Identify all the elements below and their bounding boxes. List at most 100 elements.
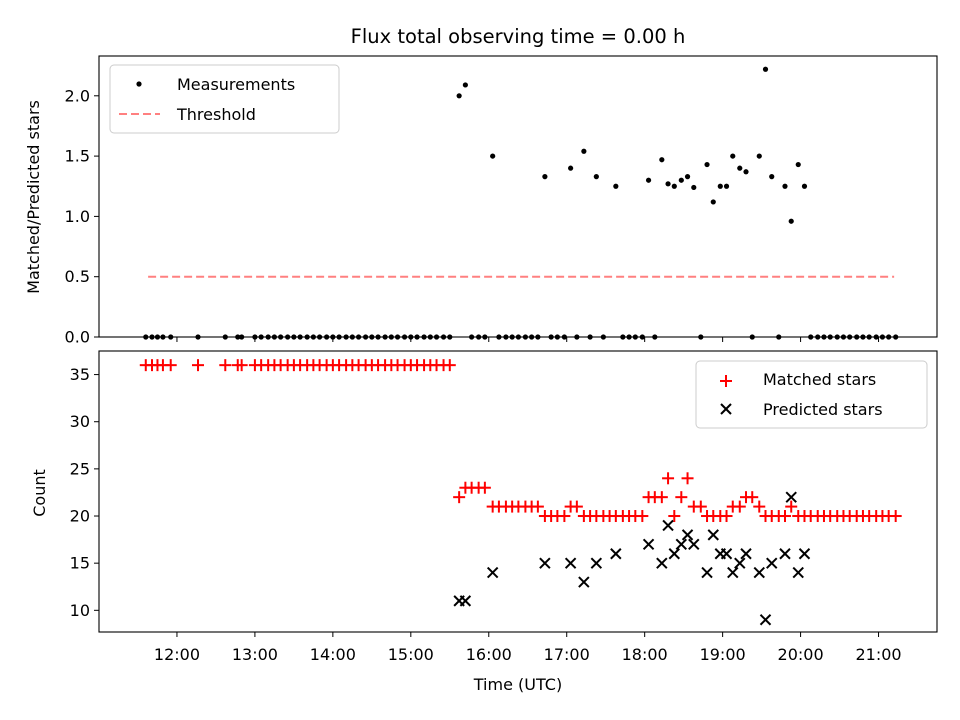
legend-measurements-marker: [136, 81, 142, 87]
predicted-star-point: [740, 548, 752, 560]
bottom-ytick-label: 30: [70, 412, 90, 431]
bottom-xtick-label: 21:00: [855, 645, 901, 664]
matched-star-point: [668, 510, 681, 523]
predicted-star-point: [766, 557, 778, 569]
matched-star-point: [636, 510, 649, 523]
chart-title: Flux total observing time = 0.00 h: [351, 25, 686, 48]
matched-star-point: [889, 510, 902, 523]
matched-star-point: [733, 500, 746, 513]
measurement-point: [782, 183, 788, 189]
matched-star-point: [720, 510, 733, 523]
matched-star-point: [778, 510, 791, 523]
predicted-star-point: [675, 538, 688, 551]
measurement-point: [710, 199, 716, 205]
predicted-star-point: [590, 557, 603, 569]
top-frame: [98, 55, 938, 338]
top-ytick-label: 1.0: [65, 207, 90, 226]
bottom-ytick-label: 25: [70, 459, 90, 478]
top-ytick-label: 2.0: [65, 86, 90, 105]
predicted-star-point: [564, 557, 577, 569]
measurement-point: [645, 177, 652, 183]
bottom-xtick-label: 19:00: [700, 645, 746, 664]
measurement-point: [762, 66, 769, 72]
measurement-point: [593, 174, 599, 180]
measurement-point: [730, 153, 736, 159]
predicted-star-point: [707, 529, 719, 541]
matched-star-point: [662, 472, 675, 485]
measurement-point: [691, 184, 697, 191]
predicted-star-point: [759, 614, 772, 626]
matched-star-point: [443, 359, 456, 372]
top-legend: Measurements Threshold: [109, 64, 340, 134]
bottom-xtick-label: 13:00: [232, 645, 278, 664]
measurement-point: [659, 157, 665, 163]
bottom-frame: [98, 350, 938, 633]
predicted-star-point: [779, 548, 791, 560]
measurement-point: [613, 183, 619, 189]
top-ytick-label: 0.5: [65, 267, 90, 286]
predicted-star-point: [662, 519, 674, 532]
matched-star-point: [453, 491, 466, 504]
predicted-star-point: [785, 491, 797, 503]
measurement-point: [581, 148, 587, 154]
predicted-star-point: [642, 538, 655, 551]
bottom-y-axis-label: Count: [30, 469, 49, 517]
predicted-star-point: [720, 548, 733, 560]
top-ytick-label: 1.5: [65, 147, 90, 166]
predicted-star-point: [539, 557, 551, 569]
measurement-point: [795, 161, 801, 168]
matched-star-point: [219, 359, 232, 372]
matched-star-point: [746, 491, 759, 504]
measurement-point: [723, 183, 730, 189]
matched-star-point: [675, 491, 688, 504]
bottom-ytick-label: 15: [70, 554, 90, 573]
measurement-point: [704, 161, 710, 168]
bottom-xtick-label: 17:00: [544, 645, 590, 664]
predicted-star-point: [668, 548, 681, 560]
bottom-xtick-label: 20:00: [778, 645, 824, 664]
predicted-star-point: [792, 566, 804, 579]
predicted-star-point: [798, 548, 811, 560]
legend-predicted-marker: [720, 403, 732, 415]
x-axis-label: Time (UTC): [473, 675, 562, 694]
measurement-point: [756, 153, 762, 159]
bottom-xtick-label: 18:00: [622, 645, 668, 664]
legend-matched-label: Matched stars: [763, 370, 876, 389]
legend-predicted-label: Predicted stars: [763, 400, 883, 419]
measurement-point: [665, 181, 671, 187]
matched-star-point: [655, 491, 668, 504]
top-ytick-label: 0.0: [65, 328, 90, 347]
measurement-point: [671, 183, 677, 189]
predicted-star-point: [681, 529, 694, 541]
measurement-point: [568, 165, 574, 171]
measurement-point: [801, 183, 808, 189]
bottom-ytick-label: 10: [70, 601, 90, 620]
measurement-point: [717, 183, 723, 189]
measurement-point: [788, 218, 794, 224]
bottom-legend: Matched stars Predicted stars: [695, 360, 928, 429]
predicted-star-point: [459, 595, 472, 607]
predicted-star-point: [688, 538, 700, 551]
measurement-point: [743, 169, 749, 175]
predicted-star-point: [753, 566, 765, 579]
predicted-star-point: [610, 548, 622, 560]
matched-star-point: [478, 481, 491, 494]
predicted-star-point: [578, 576, 590, 588]
measurement-point: [490, 153, 496, 159]
top-legend-box: [109, 64, 340, 134]
matched-star-point: [753, 500, 766, 513]
measurement-point: [684, 174, 691, 180]
bottom-xtick-label: 12:00: [154, 645, 200, 664]
measurement-point: [542, 174, 548, 180]
predicted-star-point: [701, 566, 713, 579]
matched-star-point: [192, 359, 205, 372]
bottom-ytick-label: 35: [70, 365, 90, 384]
predicted-star-point: [656, 557, 668, 569]
measurement-point: [737, 165, 743, 171]
matched-star-point: [164, 359, 177, 372]
predicted-star-point: [727, 566, 739, 579]
legend-matched-marker: [720, 375, 732, 387]
matched-star-point: [558, 510, 571, 523]
matched-star-point: [694, 500, 707, 513]
